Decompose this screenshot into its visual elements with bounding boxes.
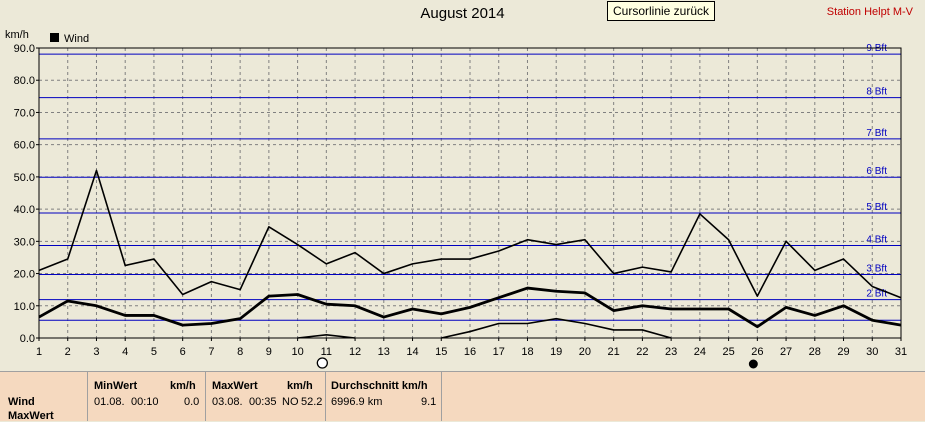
- full-moon-icon: [316, 357, 328, 369]
- x-axis: 1 2 3 4 5 6 7 8 9 10 11 12 13 14 15 16 17 18 19 20 21 22 23 24 2…: [36, 338, 907, 358]
- beaufort-label: 7 Bft: [866, 128, 887, 139]
- x-tick-label: 31: [895, 346, 907, 358]
- panel-row2-label: MaxWert: [8, 410, 54, 422]
- y-tick-label: 60.0: [14, 140, 35, 152]
- max-direction: NO: [282, 396, 299, 408]
- station-name: Station Helpt M-V: [826, 6, 913, 18]
- avg-distance: 6996.9 km: [331, 396, 383, 408]
- x-tick-label: 3: [93, 346, 99, 358]
- y-axis: 0.0 10.0 20.0 30.0 40.0 50.0 60.0 70.0 80.0 90.0: [14, 43, 39, 345]
- wind-chart: 2 Bft 3 Bft 4 Bft 5 Bft 6 Bft 7 Bft 8 Bft 9 Bft…: [5, 29, 907, 369]
- x-tick-label: 19: [550, 346, 562, 358]
- series-line-avg: [38, 286, 902, 329]
- series-line-max: [38, 169, 902, 299]
- max-date: 03.08.: [212, 396, 243, 408]
- max-time: 00:35: [249, 396, 277, 408]
- x-tick-label: 26: [751, 346, 763, 358]
- x-tick-label: 25: [722, 346, 734, 358]
- x-tick-label: 1: [36, 346, 42, 358]
- beaufort-label: 9 Bft: [866, 43, 887, 54]
- x-tick-label: 24: [694, 346, 706, 358]
- cursor-reset-button[interactable]: Cursorlinie zurück: [607, 1, 716, 21]
- x-tick-label: 22: [636, 346, 648, 358]
- stats-panel: Wind MaxWert MinWert km/h 01.08. 00:10 0…: [0, 371, 925, 422]
- series-line-min: [297, 333, 356, 339]
- beaufort-label: 8 Bft: [866, 87, 887, 98]
- x-tick-label: 14: [406, 346, 418, 358]
- max-header: MaxWert: [212, 380, 258, 392]
- beaufort-lines: 2 Bft 3 Bft 4 Bft 5 Bft 6 Bft 7 Bft 8 Bft 9 Bft: [39, 43, 901, 321]
- x-tick-label: 23: [665, 346, 677, 358]
- min-unit: km/h: [170, 380, 196, 392]
- x-tick-label: 11: [321, 346, 332, 358]
- x-tick-label: 13: [378, 346, 390, 358]
- min-header: MinWert: [94, 380, 138, 392]
- x-tick-label: 18: [521, 346, 533, 358]
- y-tick-label: 70.0: [14, 107, 35, 119]
- x-tick-label: 30: [866, 346, 878, 358]
- y-tick-label: 80.0: [14, 75, 35, 87]
- x-tick-label: 2: [65, 346, 71, 358]
- x-tick-label: 9: [266, 346, 272, 358]
- x-tick-label: 21: [608, 346, 620, 358]
- grid: [39, 48, 901, 338]
- y-tick-label: 50.0: [14, 172, 35, 184]
- y-tick-label: 20.0: [14, 269, 35, 281]
- panel-divider: [205, 372, 206, 421]
- y-tick-label: 0.0: [20, 333, 35, 345]
- min-value: 0.0: [184, 396, 200, 408]
- x-tick-label: 16: [464, 346, 476, 358]
- avg-value: 9.1: [421, 396, 437, 408]
- series-layer: [38, 169, 902, 339]
- x-tick-label: 5: [151, 346, 157, 358]
- x-tick-label: 29: [837, 346, 849, 358]
- x-tick-label: 28: [809, 346, 821, 358]
- beaufort-label: 6 Bft: [866, 166, 887, 177]
- y-axis-label: km/h: [5, 29, 29, 41]
- max-value: 52.2: [301, 396, 323, 408]
- x-tick-label: 15: [435, 346, 447, 358]
- x-tick-label: 10: [291, 346, 303, 358]
- new-moon-icon: [748, 359, 758, 369]
- avg-header: Durchschnitt km/h: [331, 380, 428, 392]
- legend-label: Wind: [64, 33, 89, 45]
- y-tick-label: 30.0: [14, 236, 35, 248]
- x-tick-label: 4: [122, 346, 128, 358]
- x-tick-label: 7: [208, 346, 214, 358]
- y-tick-label: 40.0: [14, 204, 35, 216]
- beaufort-label: 4 Bft: [866, 235, 887, 246]
- panel-divider: [87, 372, 88, 421]
- x-tick-label: 17: [493, 346, 505, 358]
- chart-title: August 2014: [420, 5, 505, 22]
- beaufort-label: 5 Bft: [866, 202, 887, 213]
- x-tick-label: 27: [780, 346, 792, 358]
- min-date: 01.08.: [94, 396, 125, 408]
- panel-series-label: Wind: [8, 396, 35, 408]
- x-tick-label: 12: [349, 346, 361, 358]
- x-tick-label: 6: [180, 346, 186, 358]
- beaufort-label: 3 Bft: [866, 264, 887, 275]
- x-tick-label: 8: [237, 346, 243, 358]
- series-line-min: [441, 317, 672, 339]
- x-tick-label: 20: [579, 346, 591, 358]
- min-time: 00:10: [131, 396, 159, 408]
- moon-markers: [316, 357, 758, 369]
- beaufort-label: 2 Bft: [866, 289, 887, 300]
- max-unit: km/h: [287, 380, 313, 392]
- y-tick-label: 90.0: [14, 43, 35, 55]
- legend-swatch: [50, 33, 59, 42]
- panel-divider: [441, 372, 442, 421]
- panel-divider: [325, 372, 326, 421]
- y-tick-label: 10.0: [14, 301, 35, 313]
